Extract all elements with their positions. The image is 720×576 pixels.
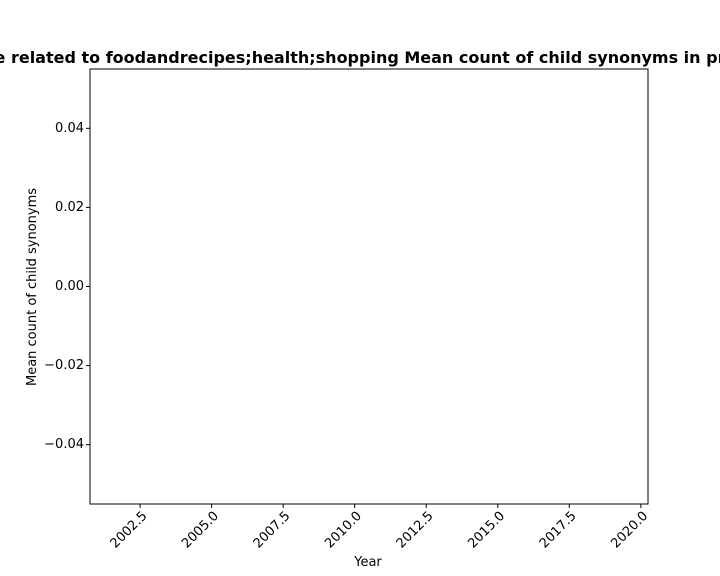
y-tick-label: −0.04 <box>44 437 84 452</box>
x-tick-label: 2015.0 <box>465 509 508 552</box>
x-tick-label: 2010.0 <box>322 509 365 552</box>
y-axis-label: Mean count of child synonyms <box>25 188 40 386</box>
y-tick-label: 0.02 <box>55 200 84 215</box>
chart-title: e related to foodandrecipes;health;shopp… <box>0 48 720 67</box>
plot-frame <box>89 68 649 505</box>
y-tick-label: 0.04 <box>55 121 84 136</box>
x-tick-label: 2012.5 <box>394 509 437 552</box>
x-tick-label: 2007.5 <box>251 509 294 552</box>
x-axis: 2002.5 2005.0 2007.5 2010.0 2012.5 2015.0 2017… <box>108 504 651 552</box>
x-tick-label: 2005.0 <box>179 509 222 552</box>
y-tick-label: −0.02 <box>44 358 84 373</box>
x-axis-label: Year <box>353 555 382 570</box>
x-tick-label: 2020.0 <box>608 509 651 552</box>
y-tick-label: 0.00 <box>55 279 84 294</box>
y-axis: 0.04 0.02 0.00 −0.02 −0.04 <box>44 121 90 452</box>
x-tick-label: 2002.5 <box>108 509 151 552</box>
x-tick-label: 2017.5 <box>537 509 580 552</box>
